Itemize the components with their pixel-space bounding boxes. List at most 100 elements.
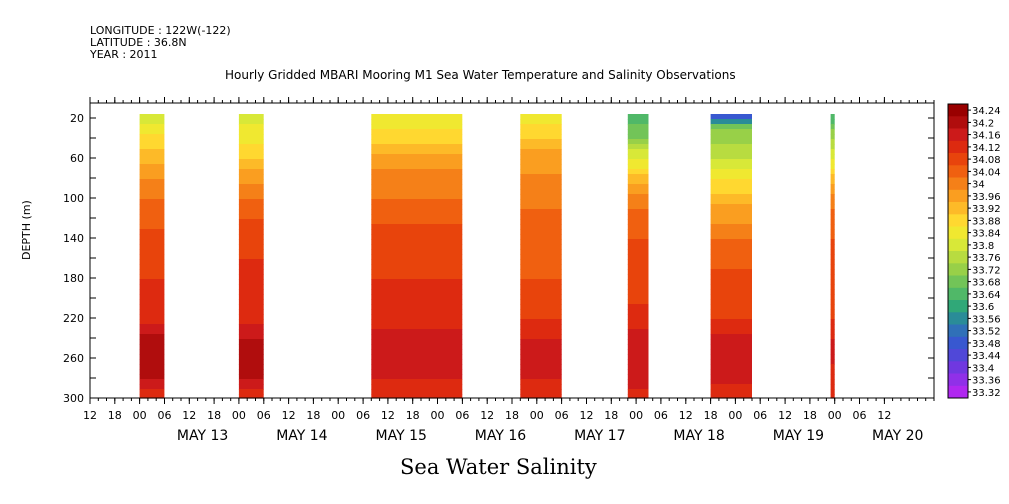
salinity-cell [371, 394, 463, 399]
salinity-cell [238, 379, 264, 385]
colorbar-swatch [948, 226, 968, 240]
salinity-cell [520, 149, 562, 155]
x-date-label: MAY 15 [376, 428, 427, 444]
salinity-cell [627, 139, 649, 145]
x-axis-label: Sea Water Salinity [400, 455, 597, 479]
salinity-cell [238, 199, 264, 205]
salinity-cell [627, 154, 649, 160]
x-hour-tick-label: 12 [778, 409, 792, 422]
salinity-cell [627, 374, 649, 380]
salinity-cell [139, 199, 165, 205]
x-hour-tick-label: 00 [431, 409, 445, 422]
salinity-cell [520, 179, 562, 185]
salinity-cell [627, 334, 649, 340]
salinity-cell [371, 369, 463, 375]
salinity-cell [627, 204, 649, 210]
salinity-cell [830, 179, 835, 185]
colorbar-level-label: 33.44 [972, 351, 1001, 362]
salinity-cell [238, 389, 264, 395]
salinity-cell [139, 179, 165, 185]
salinity-cell [627, 214, 649, 220]
salinity-cell [371, 214, 463, 220]
x-hour-tick-label: 12 [480, 409, 494, 422]
salinity-cell [238, 384, 264, 390]
x-hour-tick-label: 06 [257, 409, 271, 422]
salinity-cell [710, 149, 752, 155]
salinity-cell [238, 364, 264, 370]
colorbar-level-label: 33.8 [972, 241, 994, 252]
x-date-label: MAY 20 [872, 428, 923, 444]
salinity-cell [371, 179, 463, 185]
y-tick-label: 260 [63, 352, 84, 365]
salinity-cell [710, 254, 752, 260]
salinity-cell [830, 229, 835, 235]
salinity-cell [139, 284, 165, 290]
salinity-cell [139, 289, 165, 295]
salinity-cell [520, 119, 562, 125]
salinity-cell [139, 319, 165, 325]
colorbar-level-label: 33.92 [972, 204, 1001, 215]
salinity-cell [520, 224, 562, 230]
salinity-cell [520, 264, 562, 270]
salinity-cell [627, 304, 649, 310]
salinity-cell [830, 149, 835, 155]
salinity-cell [371, 359, 463, 365]
salinity-cell [139, 259, 165, 265]
salinity-cell [238, 289, 264, 295]
salinity-cell [371, 274, 463, 280]
salinity-cell [627, 364, 649, 370]
colorbar-level-label: 33.32 [972, 388, 1001, 399]
salinity-cell [139, 144, 165, 150]
colorbar-level-label: 34 [972, 180, 985, 191]
salinity-cell [238, 279, 264, 285]
salinity-cell [520, 354, 562, 360]
y-tick-label: 300 [63, 392, 84, 405]
chart-title: Hourly Gridded MBARI Mooring M1 Sea Wate… [225, 68, 736, 82]
salinity-cell [830, 299, 835, 305]
salinity-cell [238, 179, 264, 185]
salinity-cell [520, 329, 562, 335]
salinity-cell [710, 344, 752, 350]
salinity-cell [830, 234, 835, 240]
salinity-cell [710, 314, 752, 320]
salinity-cell [710, 139, 752, 145]
colorbar-swatch [948, 104, 968, 117]
salinity-cell [520, 134, 562, 140]
salinity-cell [520, 169, 562, 175]
colorbar-swatch [948, 385, 968, 399]
salinity-cell [238, 234, 264, 240]
salinity-cell [830, 239, 835, 245]
x-hour-tick-label: 12 [877, 409, 891, 422]
colorbar-swatch [948, 177, 968, 191]
salinity-cell [139, 209, 165, 215]
salinity-cell [710, 299, 752, 305]
salinity-cell [520, 334, 562, 340]
salinity-cell [830, 134, 835, 140]
x-date-label: MAY 18 [673, 428, 724, 444]
colorbar-swatch [948, 312, 968, 325]
salinity-cell [139, 184, 165, 190]
salinity-cell [627, 269, 649, 275]
salinity-cell [371, 289, 463, 295]
salinity-cell [139, 339, 165, 345]
salinity-cell [830, 384, 835, 390]
salinity-cell [520, 174, 562, 180]
salinity-cell [238, 294, 264, 300]
salinity-cell [371, 379, 463, 385]
salinity-cell [520, 274, 562, 280]
salinity-cell [238, 269, 264, 275]
salinity-cell [371, 144, 463, 150]
salinity-cell [139, 159, 165, 165]
colorbar-swatch [948, 349, 968, 362]
salinity-cell [238, 259, 264, 265]
salinity-cell [710, 369, 752, 375]
salinity-cell [238, 149, 264, 155]
salinity-cell [238, 284, 264, 290]
salinity-cell [520, 284, 562, 290]
salinity-cell [830, 184, 835, 190]
x-hour-tick-label: 00 [629, 409, 643, 422]
salinity-cell [830, 144, 835, 150]
latitude-label: LATITUDE : 36.8N [90, 36, 187, 49]
x-hour-tick-label: 00 [828, 409, 842, 422]
salinity-cell [238, 264, 264, 270]
